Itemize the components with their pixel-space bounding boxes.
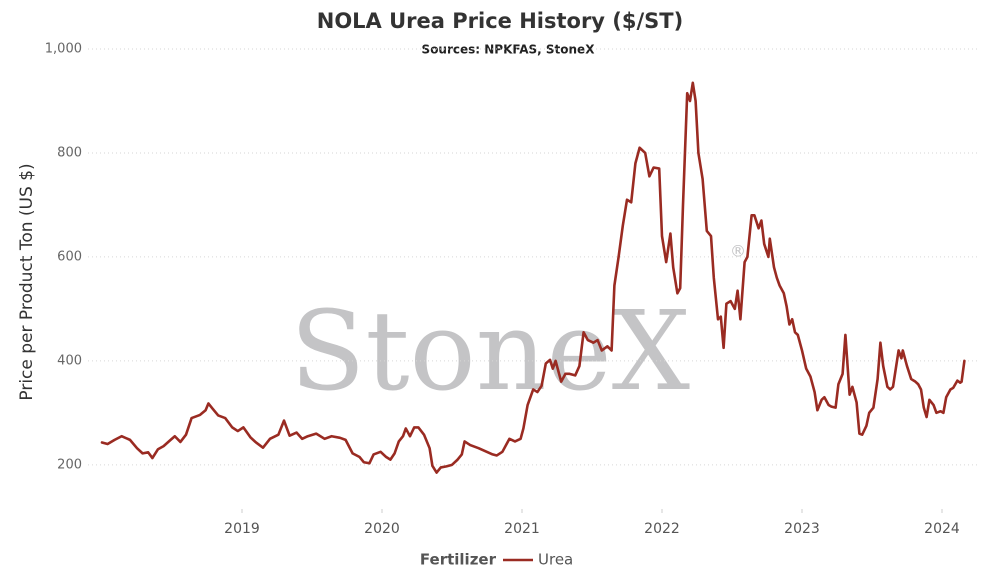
y-tick-label: 400 <box>57 353 82 368</box>
y-tick-label: 1,000 <box>45 42 82 57</box>
chart-title: NOLA Urea Price History ($/ST) <box>317 9 683 33</box>
x-tick-label: 2019 <box>224 521 260 537</box>
x-tick-label: 2020 <box>364 521 400 537</box>
y-tick-label: 200 <box>57 457 82 472</box>
data-line <box>100 81 966 474</box>
y-tick-label: 600 <box>57 249 82 264</box>
x-tick-label: 2023 <box>784 521 820 537</box>
y-axis-label: Price per Product Ton (US $) <box>17 163 37 400</box>
y-tick-label: 800 <box>57 145 82 160</box>
watermark: StoneX <box>290 287 690 415</box>
legend[interactable]: Fertilizer Urea <box>420 551 573 569</box>
x-tick-label: 2021 <box>504 521 540 537</box>
watermark-mark: ® <box>730 242 746 261</box>
plot-area: 200 400 600 800 1,000 2019 2020 2021 2022 2023 202… <box>45 42 977 537</box>
legend-label[interactable]: Urea <box>538 551 573 569</box>
x-tick-label: 2022 <box>644 521 680 537</box>
legend-title: Fertilizer <box>420 551 497 569</box>
x-tick-label: 2024 <box>924 521 960 537</box>
